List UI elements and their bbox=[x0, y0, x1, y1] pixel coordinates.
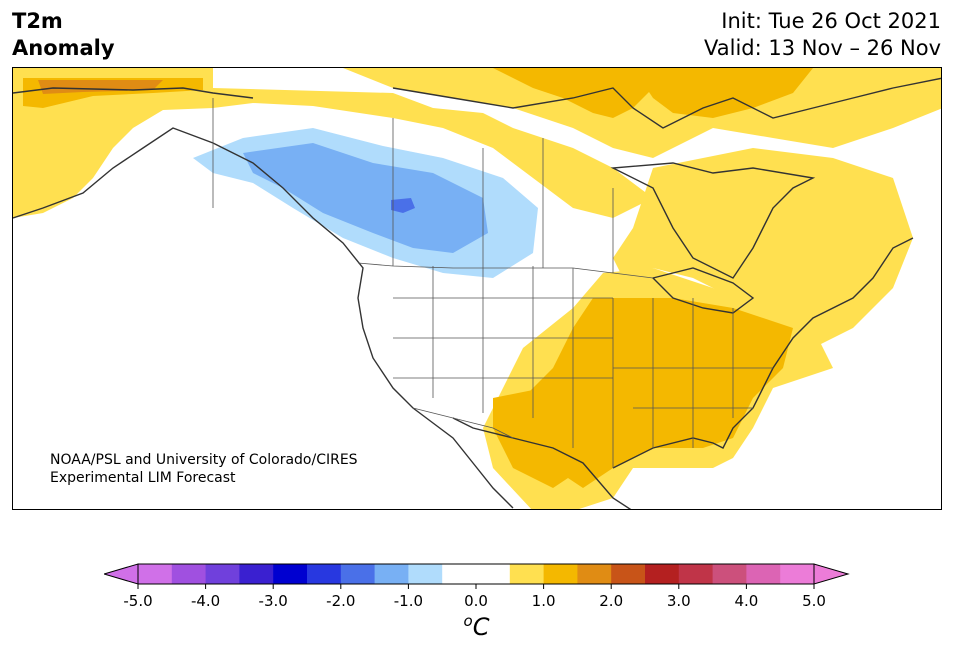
forecast-dates: Init: Tue 26 Oct 2021 Valid: 13 Nov – 26… bbox=[704, 8, 941, 62]
fill-us-core-2 bbox=[493, 388, 583, 488]
map-panel: NOAA/PSL and University of Colorado/CIRE… bbox=[12, 67, 942, 510]
colorbar-bin bbox=[442, 564, 477, 584]
colorbar-bin bbox=[205, 564, 240, 584]
colorbar-bin bbox=[746, 564, 781, 584]
coastlines bbox=[13, 77, 941, 509]
colorbar-tick-label: 4.0 bbox=[734, 592, 758, 609]
coast-alaska bbox=[13, 87, 514, 509]
fill-quebec-warm bbox=[613, 148, 913, 348]
map-title: T2m Anomaly bbox=[12, 8, 115, 62]
unit-label: oC bbox=[463, 612, 490, 641]
init-date: Init: Tue 26 Oct 2021 bbox=[721, 9, 941, 33]
colorbar-tick-label: 1.0 bbox=[532, 592, 556, 609]
colorbar-bin bbox=[374, 564, 409, 584]
border-canada-provinces bbox=[392, 118, 614, 273]
colorbar-tick-label: 5.0 bbox=[802, 592, 826, 609]
colorbar-unit: oC bbox=[0, 612, 953, 641]
fill-alaska-warm bbox=[13, 68, 213, 218]
colorbar-tick-label: -4.0 bbox=[191, 592, 220, 609]
colorbar-bin bbox=[678, 564, 714, 584]
colorbar-tick-label: 3.0 bbox=[667, 592, 691, 609]
fill-cold-inner bbox=[243, 143, 488, 253]
anomaly-map bbox=[13, 68, 941, 509]
colorbar-over-arrow bbox=[813, 563, 850, 585]
fill-arctic-core bbox=[493, 68, 673, 118]
colorbar-tick-label: 2.0 bbox=[599, 592, 623, 609]
colorbar-tick-label: -2.0 bbox=[326, 592, 355, 609]
colorbar-under-arrow bbox=[104, 563, 139, 585]
credit-text: NOAA/PSL and University of Colorado/CIRE… bbox=[50, 451, 358, 487]
colorbar-tick-label: -5.0 bbox=[123, 592, 152, 609]
colorbar-bin bbox=[611, 564, 646, 584]
fill-cold-core bbox=[391, 198, 415, 213]
colorbar-bin bbox=[307, 564, 342, 584]
valid-range: Valid: 13 Nov – 26 Nov bbox=[704, 36, 941, 60]
coast-hudson bbox=[610, 162, 816, 279]
colorbar-bin bbox=[645, 564, 680, 584]
colorbar-bin bbox=[171, 564, 207, 584]
coast-gulf bbox=[452, 237, 914, 509]
colorbar-bin bbox=[712, 564, 747, 584]
colorbar-bin bbox=[273, 564, 308, 584]
credit-line-2: Experimental LIM Forecast bbox=[50, 470, 236, 486]
colorbar-bin bbox=[780, 564, 815, 584]
title-line-1: T2m bbox=[12, 9, 63, 33]
anomaly-fills bbox=[13, 68, 941, 509]
colorbar-bin bbox=[239, 564, 274, 584]
colorbar-bin bbox=[476, 564, 511, 584]
coast-arctic bbox=[392, 77, 941, 129]
colorbar-bin bbox=[340, 564, 376, 584]
border-us-mexico bbox=[412, 407, 514, 439]
great-lakes bbox=[651, 267, 755, 314]
fill-arctic-core-2 bbox=[633, 68, 813, 118]
colorbar-bins bbox=[138, 564, 815, 584]
colorbar-bin bbox=[543, 564, 578, 584]
colorbar-tick-label: -1.0 bbox=[394, 592, 423, 609]
colorbar-bin bbox=[408, 564, 443, 584]
political-borders bbox=[212, 98, 773, 468]
colorbar-bin bbox=[138, 564, 173, 584]
credit-line-1: NOAA/PSL and University of Colorado/CIRE… bbox=[50, 452, 358, 468]
colorbar-tick-label: -3.0 bbox=[259, 592, 288, 609]
colorbar-bin bbox=[577, 564, 612, 584]
colorbar: -5.0 -4.0 -3.0 -2.0 -1.0 0.0 1.0 2.0 3.0 4.0 5.0 bbox=[104, 563, 850, 609]
colorbar-ticks: -5.0 -4.0 -3.0 -2.0 -1.0 0.0 1.0 2.0 3.0 4.0 5.0 bbox=[123, 584, 826, 609]
colorbar-tick-label: 0.0 bbox=[464, 592, 488, 609]
border-us-states bbox=[393, 266, 773, 468]
colorbar-bin bbox=[509, 564, 545, 584]
title-line-2: Anomaly bbox=[12, 36, 115, 60]
